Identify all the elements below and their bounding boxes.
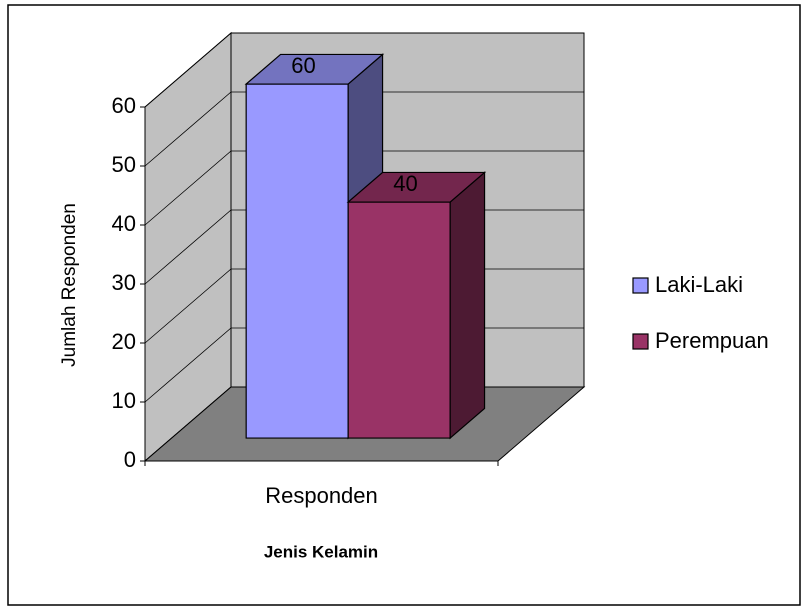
legend-swatch xyxy=(632,277,649,294)
bar-top xyxy=(346,171,487,203)
y-tick-label: 60 xyxy=(112,93,136,118)
grid-line xyxy=(144,150,584,226)
y-tick-label: 20 xyxy=(112,329,136,354)
legend-label: Perempuan xyxy=(655,328,769,353)
bar-front xyxy=(347,201,451,439)
y-tick-label: 30 xyxy=(112,270,136,295)
bar-side xyxy=(449,171,486,440)
y-tick-label: 50 xyxy=(112,152,136,177)
x-axis-title: Jenis Kelamin xyxy=(264,542,378,561)
y-axis-title: Jumlah Responden xyxy=(59,203,80,367)
data-label: 60 xyxy=(291,53,315,78)
legend-label: Laki-Laki xyxy=(655,272,743,297)
bar-top xyxy=(244,53,385,85)
grid-line xyxy=(144,32,584,108)
data-label: 40 xyxy=(393,171,417,196)
grid-line xyxy=(144,91,584,167)
y-tick-label: 0 xyxy=(124,447,136,472)
y-tick-label: 10 xyxy=(112,388,136,413)
legend-swatch xyxy=(632,333,649,350)
x-tick-label: Responden xyxy=(265,483,378,508)
bar-front xyxy=(245,83,349,439)
y-tick-label: 40 xyxy=(112,211,136,236)
